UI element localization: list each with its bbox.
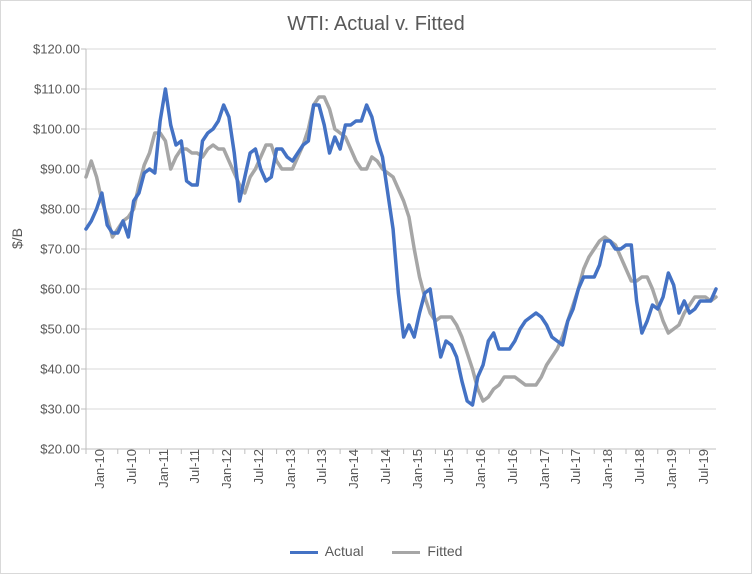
legend: Actual Fitted <box>1 543 751 559</box>
x-tick-label: Jul-11 <box>185 449 202 483</box>
x-tick-label: Jul-10 <box>122 449 139 484</box>
chart-title: WTI: Actual v. Fitted <box>1 1 751 36</box>
legend-label-fitted: Fitted <box>427 543 462 559</box>
legend-swatch-actual <box>290 551 318 555</box>
x-tick-label: Jul-18 <box>630 449 647 484</box>
y-tick-label: $40.00 <box>40 362 86 377</box>
x-tick-label: Jan-16 <box>471 449 488 489</box>
y-tick-label: $110.00 <box>34 82 86 97</box>
legend-item-actual: Actual <box>290 543 364 559</box>
x-tick-label: Jul-15 <box>439 449 456 484</box>
y-tick-label: $70.00 <box>40 242 86 257</box>
x-tick-label: Jul-13 <box>312 449 329 484</box>
legend-label-actual: Actual <box>325 543 364 559</box>
y-tick-label: $20.00 <box>40 442 86 457</box>
x-tick-label: Jan-11 <box>154 449 171 488</box>
x-tick-label: Jul-14 <box>376 449 393 484</box>
chart-svg <box>86 49 716 449</box>
y-tick-label: $80.00 <box>40 202 86 217</box>
x-tick-label: Jan-12 <box>217 449 234 489</box>
x-tick-label: Jan-13 <box>281 449 298 489</box>
x-tick-label: Jul-19 <box>694 449 711 484</box>
x-tick-label: Jul-16 <box>503 449 520 484</box>
x-tick-label: Jul-12 <box>249 449 266 484</box>
x-tick-label: Jan-18 <box>598 449 615 489</box>
y-tick-label: $90.00 <box>40 162 86 177</box>
x-tick-label: Jan-15 <box>408 449 425 489</box>
y-tick-label: $100.00 <box>33 122 86 137</box>
y-tick-label: $30.00 <box>40 402 86 417</box>
y-tick-label: $50.00 <box>40 322 86 337</box>
x-tick-label: Jan-19 <box>662 449 679 489</box>
x-tick-label: Jan-14 <box>344 449 361 489</box>
y-tick-label: $120.00 <box>33 42 86 57</box>
plot-area: $20.00$30.00$40.00$50.00$60.00$70.00$80.… <box>86 49 716 449</box>
x-tick-label: Jan-17 <box>535 449 552 489</box>
y-tick-label: $60.00 <box>40 282 86 297</box>
legend-swatch-fitted <box>392 551 420 555</box>
x-tick-label: Jan-10 <box>90 449 107 489</box>
chart-container: WTI: Actual v. Fitted $/B $20.00$30.00$4… <box>0 0 752 574</box>
legend-item-fitted: Fitted <box>392 543 463 559</box>
x-tick-label: Jul-17 <box>566 449 583 484</box>
y-axis-label: $/B <box>9 228 25 249</box>
